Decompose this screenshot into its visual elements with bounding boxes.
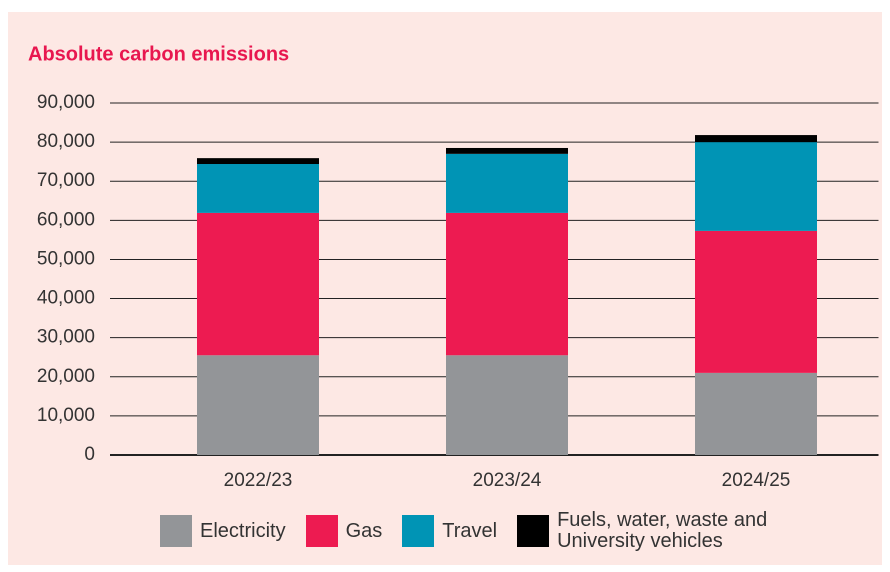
chart-title: Absolute carbon emissions [28,43,289,65]
legend-label: Travel [442,519,498,542]
legend-item: Electricity [160,515,286,547]
bar-segment [197,355,319,455]
legend-item: Fuels, water, waste and University vehic… [517,510,797,552]
x-tick-label: 2024/25 [722,470,791,491]
y-tick-label: 10,000 [37,405,95,426]
y-tick-label: 20,000 [37,366,95,387]
y-tick-label: 90,000 [37,92,95,113]
bar-segment [197,158,319,165]
legend-item: Travel [402,515,497,547]
legend-swatch [305,515,338,547]
bar-segment [446,355,568,455]
bar-segment [695,142,817,231]
legend-label: Electricity [200,519,286,542]
y-tick-label: 60,000 [37,209,95,230]
legend-swatch [402,515,435,547]
legend-swatch [160,515,192,547]
y-tick-label: 40,000 [37,288,95,309]
legend-label: Gas [345,519,383,542]
y-tick-label: 80,000 [37,131,95,152]
bar-segment [695,135,817,143]
bar-segment [446,147,568,154]
y-tick-label: 70,000 [37,170,95,191]
y-tick-label: 30,000 [37,327,95,348]
bar-segment [197,212,319,356]
bar-segment [446,212,568,356]
legend: Electricity Gas Travel Fuels, water, waste … [160,510,817,552]
bar-segment [695,372,817,455]
x-tick-label: 2022/23 [224,470,293,491]
y-tick-label: 0 [84,444,95,465]
legend-swatch [517,515,550,547]
bar-segment [197,164,319,213]
y-tick-label: 50,000 [37,248,95,269]
legend-label: Fuels, water, waste and University vehic… [557,509,768,552]
legend-item: Gas [305,515,383,547]
x-tick-label: 2023/24 [473,470,542,491]
bar-segment [446,153,568,213]
bar-segment [695,230,817,373]
